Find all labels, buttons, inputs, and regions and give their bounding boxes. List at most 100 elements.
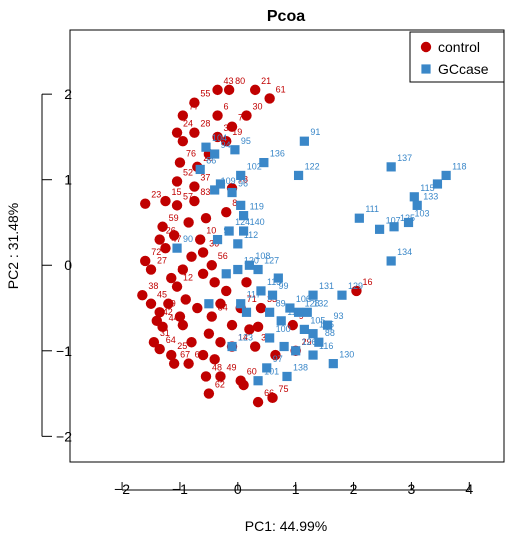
point-GCcase (322, 320, 333, 330)
legend-label: control (438, 39, 480, 55)
point-control (200, 212, 212, 224)
point-label: 107 (386, 215, 401, 225)
point-GCcase (308, 329, 318, 339)
point-label: 116 (319, 341, 333, 351)
point-control (160, 195, 171, 207)
point-GCcase (221, 269, 231, 279)
point-label: 115 (420, 183, 434, 193)
point-control (140, 255, 151, 267)
point-control (226, 319, 238, 331)
point-control (145, 298, 157, 309)
point-control (252, 396, 264, 408)
point-GCcase (230, 145, 240, 155)
point-label: 21 (261, 76, 271, 86)
point-control (203, 328, 215, 339)
point-control (244, 324, 255, 335)
point-GCcase (212, 234, 223, 245)
point-GCcase (386, 162, 396, 172)
point-GCcase (412, 200, 422, 210)
point-label: 118 (452, 161, 466, 171)
point-label: 38 (148, 281, 158, 291)
point-control (145, 264, 157, 275)
y-tick-label: −1 (56, 343, 72, 359)
point-control (166, 349, 177, 361)
point-label: 15 (171, 187, 181, 197)
point-label: 111 (365, 204, 379, 214)
point-label: 6 (224, 102, 229, 112)
point-GCcase (265, 307, 275, 317)
point-label: 99 (279, 281, 289, 291)
point-control (215, 371, 226, 382)
point-control (177, 319, 189, 331)
point-label: 3 (224, 123, 229, 133)
point-label: 43 (224, 76, 234, 86)
point-label: 132 (313, 298, 328, 308)
point-control (186, 251, 197, 262)
point-GCcase (253, 376, 263, 386)
point-label: 25 (177, 341, 187, 351)
point-label: 117 (247, 290, 261, 300)
point-control (249, 84, 261, 96)
point-label: 123 (238, 333, 253, 343)
point-GCcase (293, 307, 304, 317)
point-control (177, 110, 189, 121)
y-tick-label: −2 (56, 428, 72, 444)
point-control (215, 337, 226, 348)
point-control (197, 247, 209, 258)
point-GCcase (227, 341, 237, 352)
point-GCcase (236, 299, 246, 309)
point-control (203, 388, 215, 399)
point-GCcase (299, 324, 309, 335)
point-label: 72 (151, 247, 161, 257)
y-tick-label: 2 (64, 86, 72, 102)
point-label: 130 (339, 350, 354, 360)
point-label: 106 (296, 294, 311, 304)
point-GCcase (259, 157, 269, 168)
point-control (255, 302, 267, 314)
point-GCcase (256, 286, 266, 296)
point-GCcase (279, 341, 289, 352)
point-label: 55 (200, 89, 210, 99)
point-label: 56 (218, 251, 228, 261)
point-control (221, 285, 232, 297)
x-tick-label: 0 (234, 481, 242, 497)
point-label: 64 (166, 335, 176, 345)
point-label: 86 (206, 155, 216, 165)
point-label: 89 (276, 298, 286, 308)
y-tick-label: 1 (64, 172, 72, 188)
point-GCcase (233, 264, 243, 275)
point-label: 126 (302, 337, 317, 347)
point-label: 134 (397, 247, 412, 257)
y-tick-label: 0 (64, 257, 72, 273)
point-control (168, 230, 180, 241)
point-control (197, 349, 209, 361)
point-GCcase (276, 316, 286, 326)
point-GCcase (432, 179, 443, 189)
point-label: 105 (310, 315, 325, 325)
point-control (252, 321, 264, 333)
point-GCcase (403, 217, 414, 228)
point-control (215, 298, 226, 309)
point-control (223, 84, 235, 96)
point-control (183, 217, 194, 228)
point-control (163, 298, 174, 309)
y-axis: −2 −1 0 1 2 (41, 86, 72, 444)
chart-title: Pcoa (267, 8, 305, 25)
x-tick-label: −2 (114, 481, 130, 497)
data-points: 4380215561776307924283197620523778231557… (137, 76, 466, 408)
point-GCcase (308, 350, 318, 360)
point-control (270, 349, 281, 361)
point-control (171, 176, 183, 187)
point-control (264, 93, 275, 104)
point-control (200, 371, 212, 382)
point-control (197, 268, 209, 280)
point-label: 109 (221, 176, 236, 186)
legend-marker (420, 41, 432, 53)
point-label: 57 (183, 191, 193, 201)
point-GCcase (215, 179, 226, 189)
point-GCcase (233, 239, 243, 249)
point-label: 10 (206, 226, 216, 236)
point-control (168, 358, 180, 369)
point-control (177, 264, 189, 275)
point-control (241, 110, 252, 121)
